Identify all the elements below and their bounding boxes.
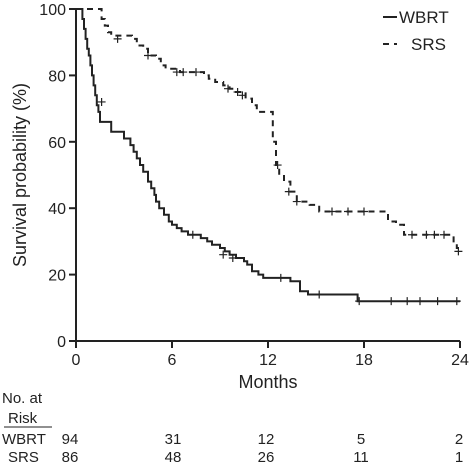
risk-value-srs-0: 86	[62, 449, 79, 465]
risk-value-wbrt-24: 2	[455, 431, 463, 448]
legend: WBRT SRS	[383, 8, 449, 54]
censor-mark-srs-17	[440, 230, 448, 239]
censor-mark-srs-9	[284, 187, 293, 196]
series-line-srs	[76, 8, 461, 252]
censor-mark-srs-8	[273, 161, 282, 170]
risk-value-wbrt-0: 94	[62, 431, 79, 448]
series-group	[76, 8, 463, 306]
censor-mark-wbrt-6	[355, 297, 364, 306]
axes	[75, 9, 460, 342]
censor-mark-wbrt-5	[315, 290, 324, 299]
censor-mark-wbrt-9	[416, 297, 424, 306]
x-ticks: 0 6 12 18 24	[72, 341, 469, 369]
censor-mark-srs-16	[430, 230, 439, 239]
x-tick-label-0: 0	[72, 352, 81, 369]
censor-mark-srs-7	[238, 91, 247, 100]
x-axis-label: Months	[238, 372, 297, 392]
risk-row-label-srs: SRS	[8, 449, 39, 465]
series-srs	[76, 8, 463, 256]
censor-mark-wbrt-3	[228, 254, 237, 262]
legend-label-srs: SRS	[411, 35, 446, 54]
censor-mark-wbrt-11	[452, 297, 461, 306]
censor-mark-wbrt-8	[403, 297, 412, 306]
risk-table-header-line2: Risk	[8, 410, 38, 427]
censor-mark-wbrt-7	[387, 297, 396, 306]
risk-value-srs-24: 1	[455, 449, 463, 465]
censor-mark-wbrt-4	[276, 273, 285, 282]
censor-mark-srs-4	[192, 68, 200, 77]
y-tick-label-80: 80	[48, 68, 66, 85]
y-tick-label-40: 40	[48, 201, 66, 218]
censor-mark-srs-6	[233, 88, 242, 96]
censor-mark-wbrt-10	[433, 297, 442, 306]
y-tick-label-20: 20	[48, 268, 66, 285]
risk-value-wbrt-12: 12	[258, 431, 275, 448]
censor-mark-srs-10	[292, 197, 301, 206]
legend-label-wbrt: WBRT	[399, 8, 449, 27]
risk-value-srs-12: 26	[258, 449, 275, 465]
risk-value-srs-18: 11	[353, 449, 369, 465]
risk-value-srs-6: 48	[165, 449, 182, 465]
censor-mark-wbrt-1	[188, 230, 197, 239]
risk-value-wbrt-6: 31	[165, 431, 182, 448]
censor-mark-srs-18	[454, 247, 463, 256]
series-line-wbrt	[76, 8, 460, 303]
y-tick-label-60: 60	[48, 135, 66, 152]
x-tick-label-24: 24	[451, 352, 469, 369]
x-tick-label-12: 12	[259, 352, 277, 369]
y-tick-label-0: 0	[57, 334, 66, 351]
x-tick-label-6: 6	[168, 352, 177, 369]
censor-mark-srs-11	[328, 207, 336, 216]
censor-mark-wbrt-2	[219, 250, 228, 259]
censor-mark-srs-0	[113, 34, 122, 43]
censor-mark-srs-1	[144, 51, 152, 60]
y-tick-label-100: 100	[39, 2, 66, 19]
censor-mark-srs-14	[408, 230, 416, 239]
censor-mark-srs-5	[224, 84, 232, 93]
risk-row-label-wbrt: WBRT	[2, 431, 46, 448]
risk-table-header-line1: No. at	[2, 390, 43, 407]
risk-value-wbrt-18: 5	[357, 431, 365, 448]
censor-mark-srs-12	[344, 207, 352, 216]
x-tick-label-18: 18	[355, 352, 373, 369]
censor-mark-srs-15	[422, 230, 431, 239]
censor-mark-wbrt-0	[97, 97, 106, 106]
y-axis-label: Survival probability (%)	[10, 83, 30, 267]
censor-mark-srs-13	[360, 207, 368, 216]
series-wbrt	[76, 8, 461, 306]
censor-mark-srs-3	[179, 68, 188, 77]
y-ticks: 0 20 40 60 80 100	[39, 2, 76, 351]
